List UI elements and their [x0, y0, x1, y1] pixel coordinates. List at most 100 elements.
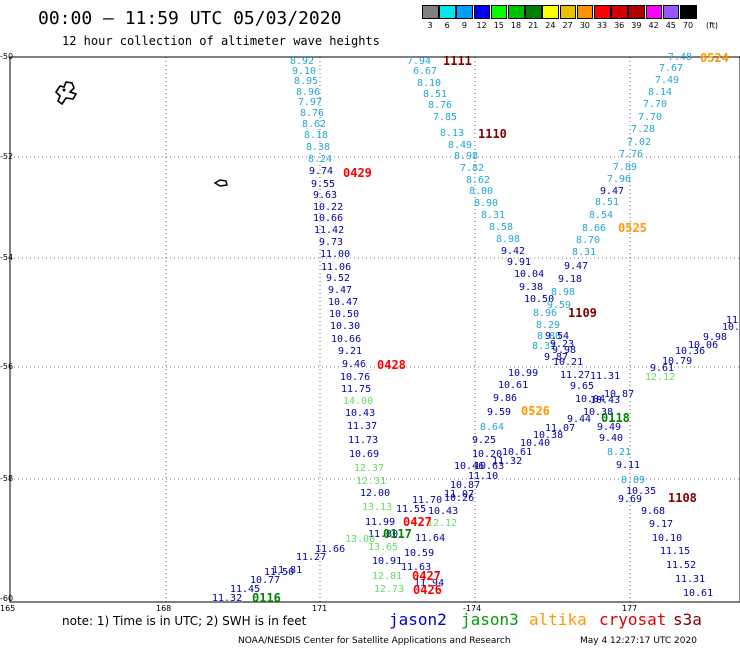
swh-value: 10.76 [340, 372, 371, 383]
swh-value: 8.95 [294, 76, 319, 87]
swh-value: 11.75 [341, 384, 372, 395]
swh-value: 8.29 [536, 320, 561, 331]
color-swatch [662, 5, 680, 19]
swh-value: 9.73 [319, 237, 344, 248]
swh-value: 10.66 [313, 213, 344, 224]
pass-time-label: 1110 [478, 127, 507, 141]
lat-label: -58 [0, 474, 14, 483]
swh-value: 11.94 [414, 578, 445, 589]
swh-value: 10.26 [444, 493, 475, 504]
swh-value: 9.69 [618, 494, 643, 505]
swh-value: 7.97 [298, 97, 323, 108]
swh-value: 10.21 [553, 357, 584, 368]
swh-value: 8.31 [481, 210, 506, 221]
swh-value: 8.96 [533, 308, 558, 319]
swh-value: 11.50 [264, 567, 295, 578]
swh-value: 11.32 [492, 456, 523, 467]
swh-value: 12.00 [360, 488, 391, 499]
swh-value: 7.70 [643, 99, 668, 110]
swh-value: 8.54 [589, 210, 614, 221]
swh-value: 8.98 [551, 287, 576, 298]
swh-value: 10.04 [514, 269, 545, 280]
swh-value: 8.62 [466, 175, 491, 186]
swh-value: 8.51 [423, 89, 448, 100]
swh-value: 7.70 [638, 112, 663, 123]
swh-value: 10.35 [626, 486, 657, 497]
swh-value: 11.27 [296, 552, 327, 563]
generated-timestamp: May 4 12:27:17 UTC 2020 [580, 636, 697, 646]
swh-value: 11.06 [321, 262, 352, 273]
color-swatch [645, 5, 663, 19]
swh-value: 10.20 [472, 449, 503, 460]
swh-value: 9.55 [311, 179, 336, 190]
swh-value: 8.18 [304, 130, 329, 141]
swh-value: 7.89 [613, 162, 638, 173]
color-swatch-label: 24 [545, 21, 556, 30]
swh-value: 8.64 [480, 422, 505, 433]
swh-value: 8.70 [576, 235, 601, 246]
swh-value: 10.43 [345, 408, 376, 419]
swh-value: 8.96 [296, 87, 321, 98]
pass-time-label: 0429 [343, 166, 372, 180]
swh-value: 10.04 [575, 394, 606, 405]
color-swatch-label: 12 [476, 21, 487, 30]
map-grid [10, 57, 740, 602]
color-swatch [525, 5, 542, 19]
swh-value: 10.61 [498, 380, 529, 391]
swh-value: 8.24 [308, 154, 333, 165]
swh-value: 11.64 [415, 533, 446, 544]
swh-value: 8.90 [474, 198, 499, 209]
lat-label: -56 [0, 362, 14, 371]
swh-value: 11.80 [368, 529, 399, 540]
lon-label: 171 [312, 604, 328, 613]
swh-value: 8.10 [417, 78, 442, 89]
swh-value: 7.48 [668, 52, 693, 63]
color-swatch-label: 36 [614, 21, 625, 30]
swh-value: 10.30 [330, 321, 361, 332]
color-swatch-label: 39 [631, 21, 642, 30]
swh-value: 11.31 [675, 574, 706, 585]
swh-value: 10.50 [524, 294, 555, 305]
color-swatch [439, 5, 456, 19]
swh-value: 7.02 [627, 137, 652, 148]
color-swatch [542, 5, 559, 19]
swh-value: 9.68 [641, 506, 666, 517]
lat-label: -60 [0, 594, 14, 603]
color-swatch [508, 5, 525, 19]
swh-value: 9.11 [616, 460, 641, 471]
swh-value: 9.98 [703, 332, 728, 343]
swh-value: 13.00 [345, 534, 376, 545]
swh-value: 10.59 [404, 548, 435, 559]
color-swatch-label: 30 [579, 21, 590, 30]
swh-value: 11.31 [590, 371, 621, 382]
swh-value: 8.98 [496, 234, 521, 245]
swh-value: 9.49 [597, 422, 622, 433]
swh-value: 8.89 [621, 475, 646, 486]
color-swatch-label: 15 [493, 21, 504, 30]
island-shape [54, 81, 78, 106]
swh-value: 9.17 [649, 519, 674, 530]
color-swatch-label: 21 [528, 21, 539, 30]
swh-value: 8.76 [428, 100, 453, 111]
swh-value: 9.65 [570, 381, 595, 392]
swh-value: 12.12 [427, 518, 458, 529]
swh-value: 9.42 [501, 246, 526, 257]
swh-value: 10.69 [349, 449, 380, 460]
swh-value: 9.25 [472, 435, 497, 446]
swh-value: 9.59 [547, 300, 572, 311]
satellite-legend-item: s3a [673, 610, 702, 629]
swh-value: 11.15 [660, 546, 691, 557]
footer-note: note: 1) Time is in UTC; 2) SWH is in fe… [62, 614, 307, 628]
swh-value: 11.70 [412, 495, 443, 506]
swh-value: 10.38 [533, 430, 564, 441]
swh-value: 12.73 [374, 584, 405, 595]
swh-value: 10.41 [722, 322, 740, 333]
pass-time-label: 0117 [383, 527, 412, 541]
swh-value: 10.61 [502, 447, 533, 458]
pass-time-label: 0116 [252, 591, 281, 605]
pass-time-label: 0525 [618, 221, 647, 235]
swh-value: 9.54 [545, 331, 570, 342]
swh-value: 9.47 [600, 186, 625, 197]
swh-value: 11.73 [348, 435, 379, 446]
swh-value: 10.61 [683, 588, 714, 599]
